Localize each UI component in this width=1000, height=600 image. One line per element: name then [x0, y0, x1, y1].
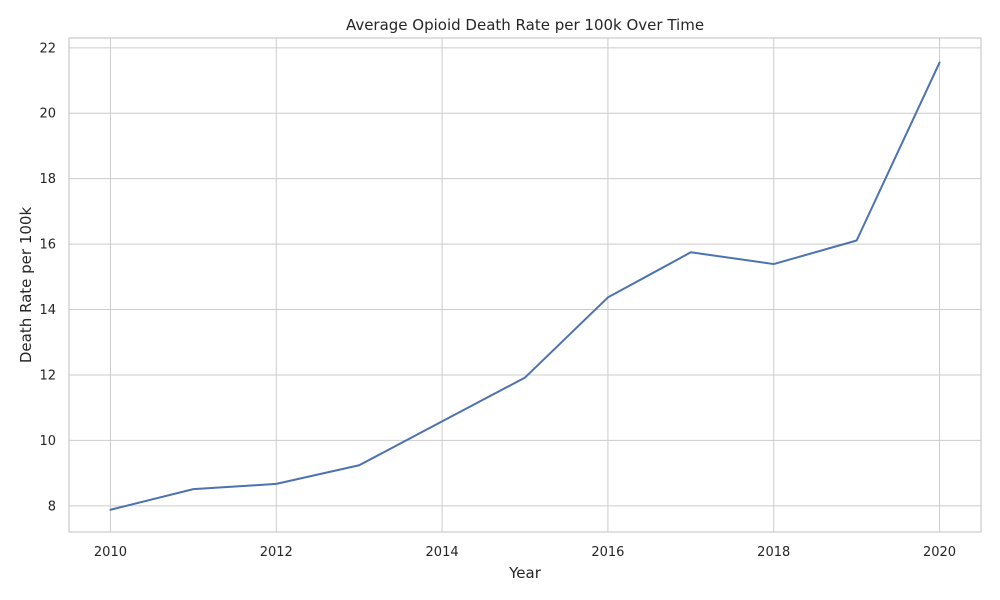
- y-tick-label: 18: [39, 172, 56, 187]
- x-tick-label: 2010: [94, 545, 127, 560]
- series-line: [109, 61, 941, 511]
- y-tick-label: 14: [39, 303, 56, 318]
- x-tick-label: 2018: [757, 545, 790, 560]
- x-tick-label: 2020: [923, 545, 956, 560]
- chart-title: Average Opioid Death Rate per 100k Over …: [346, 16, 704, 34]
- y-tick-label: 12: [39, 368, 56, 383]
- y-tick-label: 22: [39, 41, 56, 56]
- y-tick-label: 20: [39, 107, 56, 122]
- x-axis-label: Year: [508, 564, 542, 582]
- x-tick-labels: 2010 2012 2014 2016 2018 2020: [94, 545, 956, 560]
- x-tick-label: 2014: [426, 545, 459, 560]
- x-tick-label: 2016: [591, 545, 624, 560]
- y-axis-label: Death Rate per 100k: [17, 207, 35, 364]
- grid: [69, 38, 981, 532]
- y-tick-label: 16: [39, 238, 56, 253]
- x-tick-label: 2012: [260, 545, 293, 560]
- y-tick-labels: 8 10 12 14 16 18 20 22: [39, 41, 56, 514]
- plot-frame: [68, 37, 982, 533]
- y-tick-label: 10: [39, 434, 56, 449]
- y-tick-label: 8: [48, 499, 56, 514]
- series-layer: [109, 61, 941, 511]
